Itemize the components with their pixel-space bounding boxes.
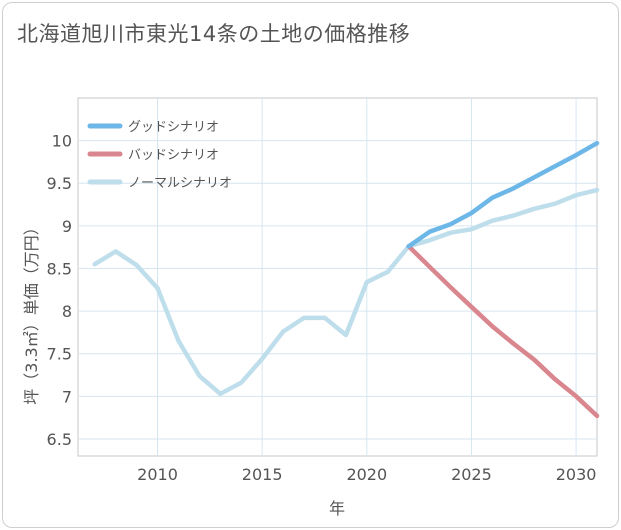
- x-tick-label: 2030: [556, 465, 597, 484]
- y-tick-label: 7.5: [47, 345, 72, 364]
- chart-title: 北海道旭川市東光14条の土地の価格推移: [17, 22, 411, 46]
- series-line-1: [406, 244, 600, 419]
- y-tick-label: 9.5: [47, 174, 72, 193]
- y-tick-label: 8.5: [47, 259, 72, 278]
- y-axis-label: 坪（3.3㎡）単価（万円）: [22, 219, 41, 404]
- legend-label: グッドシナリオ: [128, 120, 219, 135]
- y-tick-label: 10: [52, 132, 72, 151]
- x-tick-label: 2020: [346, 465, 387, 484]
- x-tick-label: 2010: [137, 465, 178, 484]
- y-tick-label: 8: [62, 302, 72, 321]
- x-axis-label: 年: [329, 499, 345, 518]
- tick-labels: 6.5 7 7.5 8 8.5 9 9.5 10 2010 2015 2020 2025 2030: [47, 132, 597, 484]
- series-lines: [92, 140, 600, 419]
- legend-label: ノーマルシナリオ: [128, 176, 232, 191]
- y-tick-label: 9: [62, 217, 72, 236]
- y-tick-label: 7: [62, 387, 72, 406]
- legend-label: バッドシナリオ: [128, 148, 219, 163]
- x-tick-label: 2025: [451, 465, 492, 484]
- series-line-0: [406, 140, 600, 249]
- series-line-2: [92, 187, 600, 397]
- x-tick-label: 2015: [242, 465, 283, 484]
- y-tick-label: 6.5: [47, 430, 72, 449]
